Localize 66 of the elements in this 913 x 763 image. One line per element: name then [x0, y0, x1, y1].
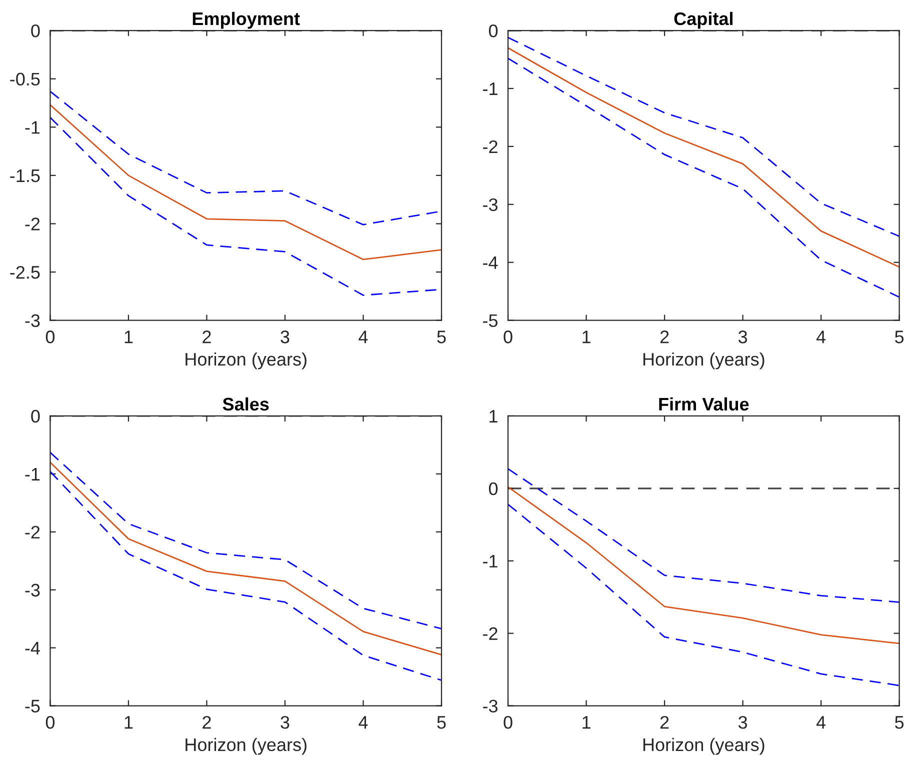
x-tick-label: 3 — [738, 716, 748, 729]
x-axis-title: Horizon (years) — [643, 738, 764, 755]
x-axis-title: Horizon (years) — [643, 352, 764, 370]
x-tick-label: 1 — [124, 330, 133, 344]
line-series — [508, 36, 900, 237]
line-series — [508, 47, 900, 268]
x-tick-label: 5 — [895, 330, 904, 344]
x-tick-label: 3 — [280, 330, 290, 344]
y-tick-label: -2 — [25, 218, 40, 230]
x-axis-title: Horizon (years) — [186, 738, 306, 755]
x-tick-label: 4 — [816, 716, 826, 729]
y-tick-label: -0.5 — [10, 72, 40, 86]
y-tick-label: -2 — [483, 627, 498, 640]
x-tick-label: 3 — [738, 330, 748, 344]
x-tick-label: 0 — [504, 716, 512, 729]
line-series — [50, 104, 442, 260]
y-tick-label: -3 — [483, 700, 498, 712]
y-tick-label: -2.5 — [10, 266, 40, 279]
y-tick-label: -5 — [25, 700, 40, 712]
y-tick-label: -4 — [25, 642, 40, 654]
x-tick-label: 0 — [46, 716, 55, 729]
chart-title: Capital — [674, 12, 732, 29]
x-tick-label: 2 — [202, 330, 211, 344]
y-tick-label: -3 — [483, 198, 498, 212]
line-series — [508, 58, 900, 298]
y-tick-label: -5 — [483, 314, 498, 328]
line-series — [508, 468, 900, 603]
y-tick-label: 0 — [31, 24, 40, 38]
y-tick-label: 1 — [490, 410, 498, 423]
x-tick-label: 1 — [124, 716, 133, 729]
chart-title: Sales — [222, 397, 269, 411]
y-tick-label: -3 — [25, 584, 40, 597]
line-series — [50, 470, 442, 681]
x-tick-label: 5 — [437, 330, 446, 344]
y-tick-label: -1 — [483, 554, 498, 568]
x-tick-label: 1 — [582, 330, 590, 344]
y-tick-label: -3 — [25, 314, 40, 328]
x-tick-label: 0 — [46, 330, 55, 344]
y-tick-label: -2 — [25, 526, 40, 538]
y-tick-label: -1 — [25, 468, 40, 480]
x-axis-title: Horizon (years) — [186, 352, 306, 370]
x-tick-label: 0 — [504, 330, 512, 344]
y-tick-label: -2 — [483, 140, 498, 153]
line-series — [508, 486, 900, 644]
y-tick-label: -1 — [25, 121, 40, 134]
line-series — [508, 504, 900, 686]
x-tick-label: 4 — [816, 330, 826, 344]
x-tick-label: 1 — [582, 716, 590, 729]
x-tick-label: 3 — [280, 716, 290, 729]
x-tick-label: 4 — [358, 330, 368, 344]
x-tick-label: 2 — [660, 330, 669, 344]
chart-title: Employment — [192, 12, 300, 29]
y-tick-label: 0 — [31, 410, 40, 423]
y-tick-label: 0 — [488, 24, 498, 38]
y-tick-label: -1.5 — [10, 170, 40, 182]
y-tick-label: -4 — [483, 256, 498, 269]
y-tick-label: -1 — [483, 82, 498, 96]
x-tick-label: 4 — [358, 716, 368, 729]
line-series — [50, 462, 442, 656]
x-tick-label: 2 — [660, 716, 669, 729]
line-series — [50, 452, 442, 630]
x-tick-label: 5 — [895, 716, 904, 729]
x-tick-label: 5 — [437, 716, 446, 729]
x-tick-label: 2 — [202, 716, 211, 729]
y-tick-label: 0 — [488, 482, 498, 496]
chart-title: Firm Value — [659, 397, 749, 411]
